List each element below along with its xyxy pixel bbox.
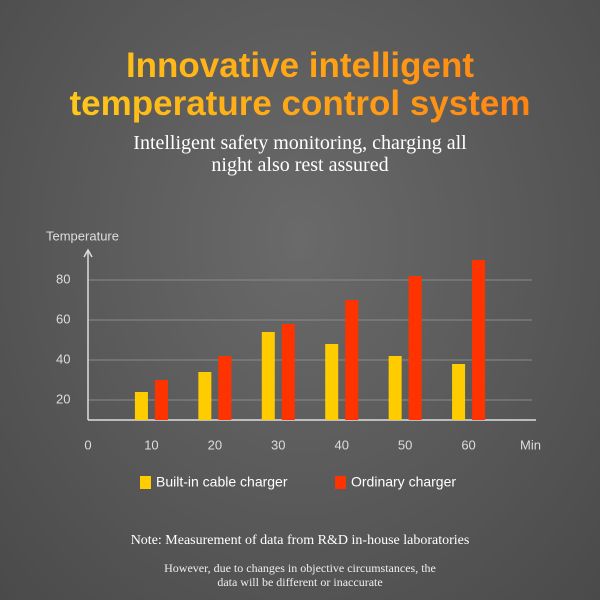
x-axis-label: Min [520, 437, 541, 452]
legend-swatch [140, 476, 151, 489]
bar [452, 364, 466, 420]
disclaimer: However, due to changes in objective cir… [164, 561, 436, 575]
bar [134, 392, 148, 420]
subtitle: Intelligent safety monitoring, charging … [133, 132, 467, 154]
x-tick-label: 40 [334, 437, 348, 452]
note: Note: Measurement of data from R&D in-ho… [130, 533, 470, 548]
y-tick-label: 80 [56, 271, 70, 286]
x-tick-label: 50 [398, 437, 412, 452]
bar [472, 260, 486, 420]
bar [198, 372, 212, 420]
subtitle: night also rest assured [211, 154, 389, 176]
bar [261, 332, 275, 420]
bar [345, 300, 359, 420]
x-tick-label: 10 [144, 437, 158, 452]
x-tick-label: 30 [271, 437, 285, 452]
y-axis-label: Temperature [46, 228, 119, 243]
bar [281, 324, 295, 420]
x-tick-label: 60 [461, 437, 475, 452]
bar [154, 380, 168, 420]
x-tick-label: 20 [208, 437, 222, 452]
bar [218, 356, 232, 420]
bar [408, 276, 422, 420]
legend-label: Ordinary charger [351, 474, 456, 490]
x-tick-label: 0 [84, 437, 91, 452]
legend-label: Built-in cable charger [156, 474, 288, 490]
title: Innovative intelligent [0, 46, 600, 86]
title: temperature control system [0, 84, 600, 124]
disclaimer: data will be different or inaccurate [217, 575, 383, 589]
bar [388, 356, 402, 420]
y-tick-label: 40 [56, 351, 70, 366]
legend-swatch [335, 476, 346, 489]
bar [325, 344, 339, 420]
y-tick-label: 60 [56, 311, 70, 326]
y-axis-arrow [83, 248, 93, 258]
y-tick-label: 20 [56, 391, 70, 406]
